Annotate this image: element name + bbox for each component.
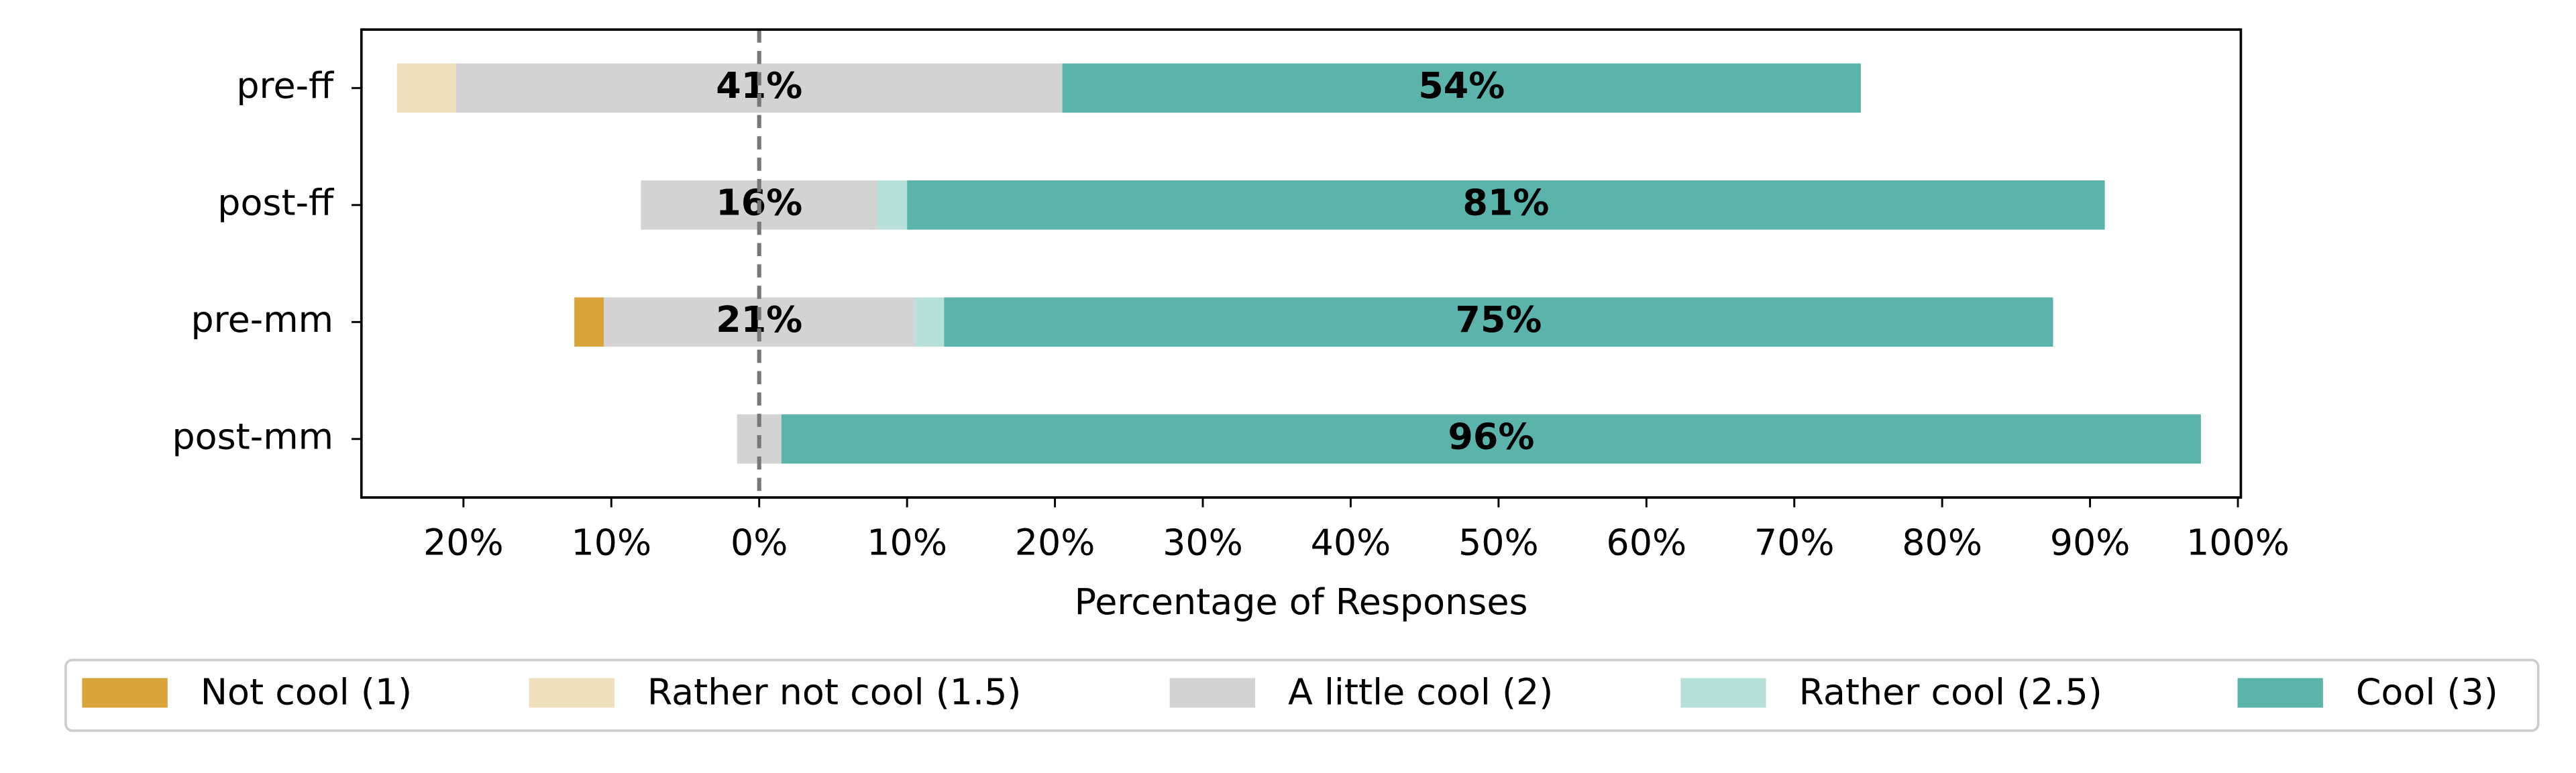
bar-segment <box>574 297 604 347</box>
bar-segment <box>781 414 2201 464</box>
data-label: 96% <box>1448 415 1534 457</box>
legend-swatch <box>1169 678 1256 708</box>
legend-label: Rather not cool (1.5) <box>647 671 1022 713</box>
x-tick-label: 10% <box>867 522 947 564</box>
legend-label: Cool (3) <box>2356 671 2498 713</box>
x-tick-label: 60% <box>1606 522 1686 564</box>
bar-segment <box>944 297 2053 347</box>
bar-segment <box>907 180 2105 230</box>
data-label: 81% <box>1462 181 1549 223</box>
y-tick-label: post-ff <box>217 181 335 223</box>
y-tick-label: pre-mm <box>191 298 333 341</box>
x-tick-label: 30% <box>1163 522 1243 564</box>
bar-segment <box>1062 63 1861 113</box>
legend-label: Not cool (1) <box>201 671 412 713</box>
x-tick-label: 50% <box>1458 522 1539 564</box>
y-tick-label: pre-ff <box>236 64 335 107</box>
bar-segment <box>877 180 908 230</box>
x-tick-label: 100% <box>2186 522 2290 564</box>
data-label: 75% <box>1455 298 1542 341</box>
x-tick-label: 40% <box>1311 522 1391 564</box>
x-tick-label: 20% <box>423 522 504 564</box>
x-tick-label: 90% <box>2050 522 2131 564</box>
data-label: 54% <box>1418 64 1505 107</box>
bar-segment <box>396 63 456 113</box>
legend-swatch <box>2237 678 2323 708</box>
legend-label: Rather cool (2.5) <box>1799 671 2102 713</box>
bar-segment <box>914 297 945 347</box>
x-tick-label: 0% <box>731 522 788 564</box>
legend-swatch <box>82 678 168 708</box>
x-axis-label: Percentage of Responses <box>1075 581 1528 623</box>
x-tick-label: 10% <box>571 522 651 564</box>
x-tick-label: 20% <box>1015 522 1095 564</box>
legend-swatch <box>529 678 614 708</box>
y-tick-label: post-mm <box>172 415 333 457</box>
legend-box <box>64 658 2540 732</box>
x-tick-label: 70% <box>1754 522 1835 564</box>
legend-swatch <box>1680 678 1766 708</box>
legend-label: A little cool (2) <box>1288 671 1553 713</box>
x-tick-label: 80% <box>1902 522 1982 564</box>
plot-frame <box>360 28 2243 499</box>
